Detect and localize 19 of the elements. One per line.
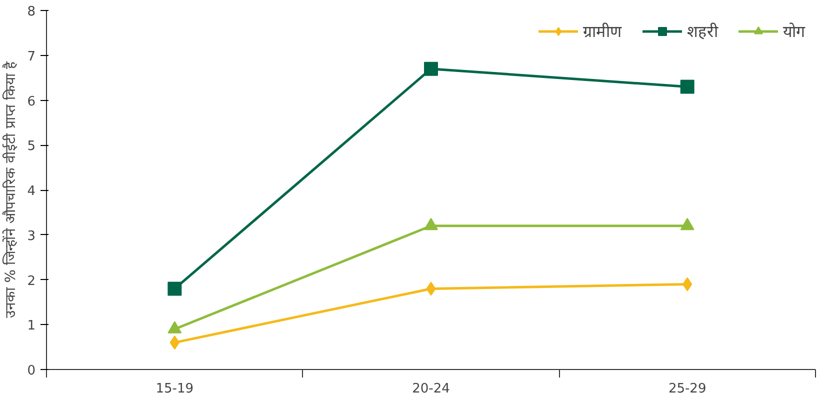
y-axis-title: उनका % जिन्होंने औपचारिक वीईटी प्राप्त किया है bbox=[2, 60, 20, 318]
y-tick-label: 1 bbox=[27, 318, 36, 334]
y-tick-label: 7 bbox=[27, 49, 36, 64]
y-tick-label: 2 bbox=[27, 274, 36, 289]
y-tick-label: 4 bbox=[27, 184, 36, 199]
y-tick-label: 6 bbox=[27, 94, 36, 110]
y-tick-label: 5 bbox=[27, 139, 36, 154]
legend-label: ग्रामीण bbox=[583, 21, 622, 42]
y-tick-label: 3 bbox=[27, 228, 36, 244]
point bbox=[168, 282, 182, 296]
x-tick-label: 25-29 bbox=[668, 382, 706, 396]
legend-label: शहरी bbox=[687, 21, 718, 42]
y-tick-label: 0 bbox=[27, 364, 36, 378]
point bbox=[424, 62, 438, 76]
x-tick-label: 20-24 bbox=[412, 382, 450, 396]
x-tick-label: 15-19 bbox=[156, 382, 194, 396]
point bbox=[680, 80, 694, 94]
y-tick-label: 8 bbox=[27, 4, 36, 20]
legend-label: योग bbox=[783, 21, 805, 42]
